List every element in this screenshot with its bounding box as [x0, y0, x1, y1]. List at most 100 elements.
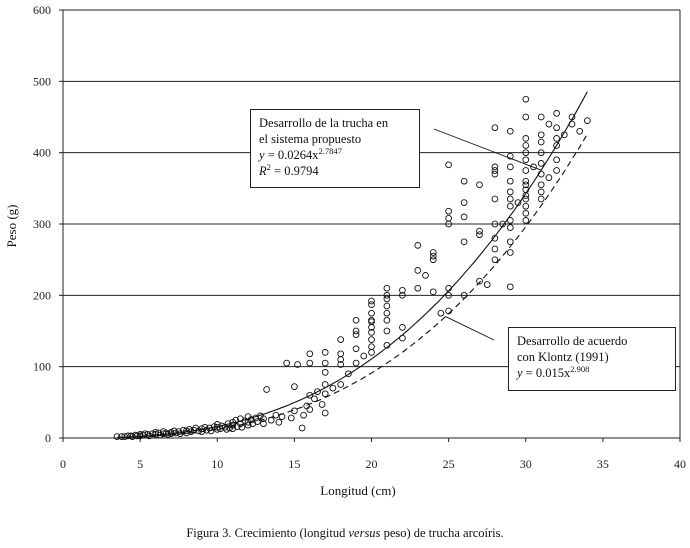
leader-klontz [445, 316, 495, 341]
data-point [155, 429, 162, 437]
data-point [429, 249, 437, 256]
data-point [537, 195, 545, 203]
data-point [506, 195, 514, 203]
data-point [553, 110, 560, 117]
data-point [291, 383, 298, 390]
data-point [422, 272, 429, 279]
legend-fit-r2-exponent: 2 [266, 162, 271, 172]
data-point [368, 329, 375, 336]
data-point [522, 181, 530, 189]
curve-fit [116, 91, 588, 438]
legend-klontz-line-2: con Klontz (1991) [517, 350, 609, 364]
x-tick-label: 25 [443, 457, 455, 471]
data-point [352, 316, 360, 324]
data-point [306, 350, 314, 358]
data-point [522, 209, 530, 217]
data-point [383, 309, 391, 317]
data-point [162, 429, 170, 437]
legend-klontz: Desarrollo de acuerdo con Klontz (1991) … [508, 327, 676, 391]
legend-fit-r2-symbol: R [259, 164, 267, 178]
data-point [522, 202, 530, 210]
data-point [306, 359, 314, 367]
data-point [437, 309, 445, 317]
data-point [460, 238, 468, 246]
data-point [152, 431, 159, 438]
data-point [260, 420, 267, 428]
data-point [352, 331, 360, 338]
y-tick-label: 100 [33, 360, 51, 374]
data-point [414, 242, 422, 249]
legend-klontz-line-1: Desarrollo de acuerdo [517, 334, 628, 348]
data-point [368, 343, 375, 351]
curve-klontz [140, 133, 588, 438]
caption-prefix: Figura 3. Crecimiento (longitud [186, 526, 349, 540]
data-point [522, 217, 530, 224]
data-point [368, 316, 375, 324]
leader-fit [433, 128, 542, 171]
data-point [445, 291, 452, 299]
gridlines [63, 9, 680, 368]
data-point [491, 167, 499, 174]
data-point [491, 170, 499, 178]
data-point [337, 381, 345, 388]
data-point [321, 349, 329, 356]
data-point [506, 249, 514, 256]
data-point [429, 288, 437, 296]
data-point [553, 142, 560, 149]
data-point [139, 431, 147, 439]
trend-curves [116, 91, 588, 438]
data-point [491, 195, 499, 203]
data-point [476, 277, 483, 285]
axes [59, 9, 681, 442]
legend-fit-eq-body: = 0.0264x [264, 148, 319, 162]
legend-fit-eq-y: y [259, 148, 265, 162]
data-point [399, 286, 406, 294]
tick-labels: 0 100 200 300 400 500 600 0 5 10 15 20 25 30 35 40 [33, 3, 686, 471]
data-point [383, 284, 391, 292]
data-point [136, 431, 144, 438]
data-point [537, 181, 545, 189]
data-point [345, 370, 352, 378]
y-axis-title: Peso (g) [4, 205, 19, 248]
data-point [399, 291, 406, 299]
data-point [337, 336, 345, 343]
y-tick-label: 0 [45, 431, 51, 445]
data-point [491, 245, 499, 253]
data-point [460, 177, 468, 185]
data-point [260, 415, 267, 423]
data-point [522, 95, 530, 103]
data-point [522, 177, 530, 185]
data-point [522, 195, 530, 203]
legend-fit-r2: R2 = 0.9794 [259, 163, 411, 179]
legend-fit-line-1: Desarrollo de la trucha en [259, 116, 389, 130]
data-point [368, 301, 375, 308]
data-point [429, 252, 437, 260]
y-tick-label: 600 [33, 3, 51, 17]
caption-suffix: peso) de trucha arcoíris. [380, 526, 504, 540]
data-point [522, 142, 530, 149]
legend-fit-equation: y = 0.0264x2.7847 [259, 147, 411, 163]
data-point [318, 401, 326, 408]
data-point [352, 359, 360, 367]
x-tick-label: 35 [597, 457, 609, 471]
data-point [399, 324, 406, 331]
data-point [537, 131, 545, 139]
data-point [506, 127, 514, 135]
data-point [553, 124, 560, 132]
data-point [337, 361, 345, 368]
data-point [303, 402, 311, 410]
data-point [314, 388, 321, 395]
data-point [383, 327, 391, 335]
data-point [530, 163, 537, 171]
data-point [383, 316, 391, 324]
data-point [337, 350, 345, 358]
x-tick-label: 0 [60, 457, 66, 471]
data-point [553, 156, 560, 164]
data-point [352, 345, 360, 353]
data-point [368, 349, 375, 356]
data-point [476, 181, 483, 189]
data-point [383, 295, 391, 303]
data-point [476, 227, 483, 235]
